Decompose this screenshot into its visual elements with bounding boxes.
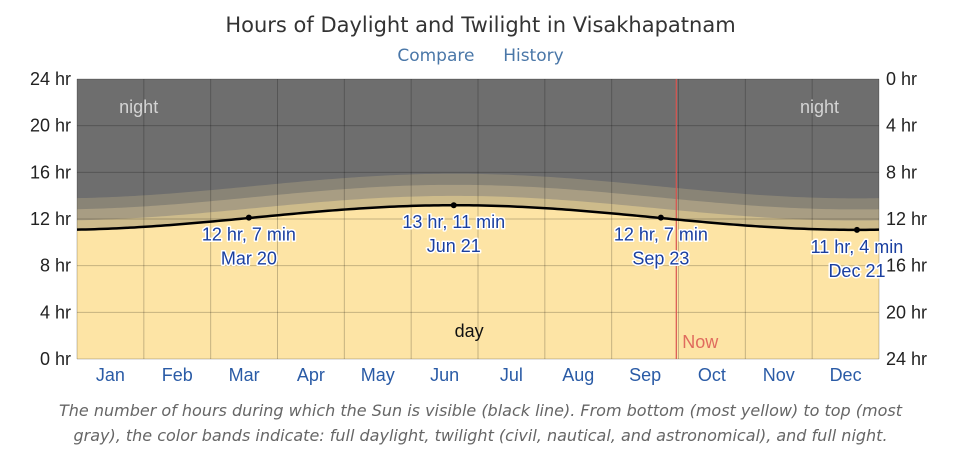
night-label: night	[800, 97, 839, 117]
annotation-point	[657, 214, 664, 221]
annotation-label: 11 hr, 4 min	[811, 237, 904, 257]
y-tick-right: 4 hr	[886, 116, 917, 136]
x-tick-month: Jul	[500, 365, 523, 385]
y-tick-left: 16 hr	[30, 162, 71, 182]
x-tick-month: May	[361, 365, 395, 385]
annotation-label: 12 hr, 7 min	[614, 225, 708, 245]
chart-links: Compare History	[0, 46, 961, 66]
annotation-point	[245, 214, 252, 221]
y-tick-right: 8 hr	[886, 162, 917, 182]
x-tick-month: Aug	[562, 365, 594, 385]
annotation-label: 12 hr, 7 min	[202, 225, 296, 245]
day-label: day	[455, 321, 484, 341]
compare-link[interactable]: Compare	[397, 46, 475, 66]
x-tick-month: Mar	[229, 365, 260, 385]
annotation-label: Mar 20	[221, 249, 277, 269]
daylight-band	[77, 205, 879, 359]
y-tick-left: 8 hr	[40, 256, 71, 276]
daylight-chart: Now night night day 12 hr, 7 min Mar 20 13 hr,…	[30, 69, 927, 385]
x-tick-month: Oct	[698, 365, 726, 385]
now-label: Now	[682, 332, 719, 352]
x-tick-month: Jun	[430, 365, 459, 385]
x-tick-month: Nov	[763, 365, 795, 385]
night-label: night	[119, 97, 158, 117]
y-tick-left: 0 hr	[40, 349, 71, 369]
y-tick-right: 0 hr	[886, 69, 917, 89]
y-tick-right: 24 hr	[886, 349, 927, 369]
y-tick-left: 12 hr	[30, 209, 71, 229]
annotation-label: Jun 21	[427, 236, 481, 256]
annotation-label: 13 hr, 11 min	[402, 212, 505, 232]
x-tick-month: Feb	[162, 365, 193, 385]
y-tick-right: 20 hr	[886, 302, 927, 322]
y-tick-left: 24 hr	[30, 69, 71, 89]
y-tick-left: 4 hr	[40, 302, 71, 322]
daylight-line	[76, 203, 880, 232]
y-tick-left: 20 hr	[30, 116, 71, 136]
x-tick-month: Apr	[297, 365, 325, 385]
chart-title: Hours of Daylight and Twilight in Visakh…	[225, 13, 736, 37]
annotation-point	[450, 202, 457, 209]
chart-caption: The number of hours during which the Sun…	[59, 401, 902, 445]
y-tick-right: 12 hr	[886, 209, 927, 229]
x-tick-month: Jan	[96, 365, 125, 385]
annotation-point	[853, 226, 860, 233]
annotation-label: Dec 21	[828, 261, 885, 281]
annotation-label: Sep 23	[632, 249, 689, 269]
y-tick-right: 16 hr	[886, 256, 927, 276]
x-tick-month: Dec	[830, 365, 862, 385]
history-link[interactable]: History	[503, 46, 564, 66]
x-tick-month: Sep	[629, 365, 661, 385]
